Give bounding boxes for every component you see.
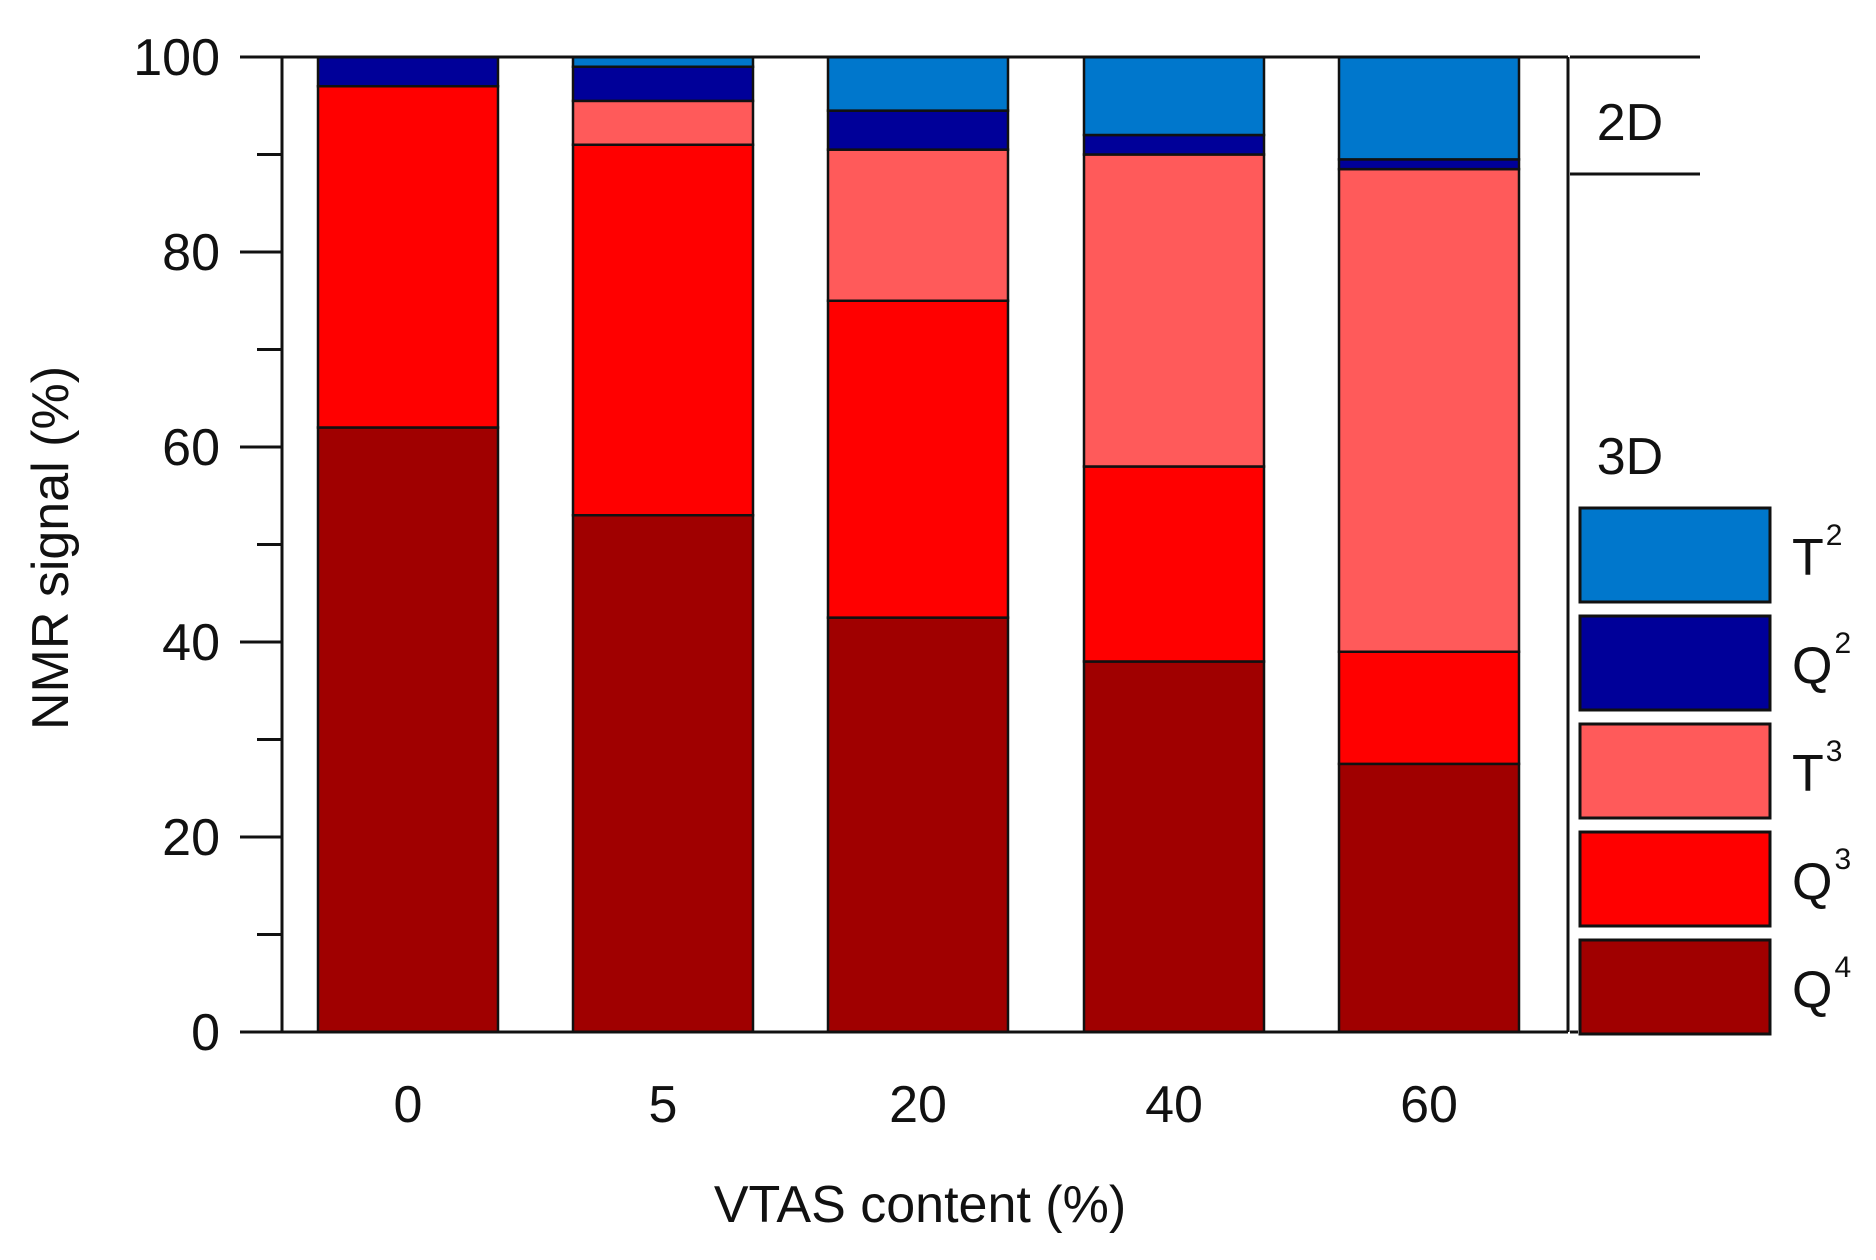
bar-segment-q4-0 bbox=[316, 426, 500, 1034]
legend-swatch-q2 bbox=[1578, 614, 1772, 712]
bar-segment-q3-20 bbox=[826, 299, 1010, 619]
x-tick-label-20: 20 bbox=[889, 1076, 947, 1134]
y-tick-label-80: 80 bbox=[162, 224, 220, 282]
bar-segment-t3-20 bbox=[826, 148, 1010, 302]
bar-segment-q2-5 bbox=[571, 65, 755, 103]
x-axis-title: VTAS content (%) bbox=[714, 1176, 1126, 1234]
y-tick-label-100: 100 bbox=[133, 29, 220, 87]
bar-segment-t2-20 bbox=[826, 55, 1010, 112]
legend-label-q2: Q2 bbox=[1792, 627, 1851, 695]
bar-segment-t2-60 bbox=[1337, 55, 1521, 161]
legend-swatch-t3 bbox=[1578, 722, 1772, 820]
bar-segment-q2-40 bbox=[1082, 133, 1266, 156]
x-tick-label-40: 40 bbox=[1145, 1076, 1203, 1134]
y-tick-label-0: 0 bbox=[191, 1004, 220, 1062]
dimension-label-3d: 3D bbox=[1597, 428, 1663, 486]
bar-segment-q4-40 bbox=[1082, 660, 1266, 1034]
legend-swatch-q4 bbox=[1578, 938, 1772, 1036]
bar-segment-q3-5 bbox=[571, 143, 755, 517]
y-axis-title: NMR signal (%) bbox=[22, 366, 80, 730]
legend-swatch-q3 bbox=[1578, 830, 1772, 928]
bar-segment-q4-5 bbox=[571, 514, 755, 1034]
x-tick-label-0: 0 bbox=[394, 1076, 423, 1134]
bar-segment-q4-20 bbox=[826, 616, 1010, 1034]
bar-segment-t3-40 bbox=[1082, 153, 1266, 468]
bar-segment-q3-40 bbox=[1082, 465, 1266, 663]
legend-label-t2: T2 bbox=[1792, 519, 1842, 587]
y-tick-label-40: 40 bbox=[162, 614, 220, 672]
bar-segment-q2-20 bbox=[826, 109, 1010, 151]
bars-group bbox=[316, 55, 1521, 1034]
x-tick-label-5: 5 bbox=[649, 1076, 678, 1134]
bar-segment-q2-0 bbox=[316, 55, 500, 88]
bar-segment-q3-60 bbox=[1337, 650, 1521, 766]
dimension-bracket bbox=[1570, 55, 1700, 1034]
bar-segment-t3-5 bbox=[571, 99, 755, 146]
legend-label-q3: Q3 bbox=[1792, 843, 1851, 911]
bar-segment-q4-60 bbox=[1337, 762, 1521, 1034]
x-tick-label-60: 60 bbox=[1400, 1076, 1458, 1134]
legend-label-t3: T3 bbox=[1792, 735, 1842, 803]
legend-label-q4: Q4 bbox=[1792, 951, 1851, 1019]
dimension-label-2d: 2D bbox=[1597, 94, 1663, 152]
y-tick-label-20: 20 bbox=[162, 809, 220, 867]
legend-swatch-t2 bbox=[1578, 506, 1772, 604]
bar-segment-q2-60 bbox=[1337, 158, 1521, 171]
legend: T2 Q2 T3 Q3 Q4 bbox=[1578, 506, 1851, 1036]
y-tick-label-60: 60 bbox=[162, 419, 220, 477]
axes-group: 0 20 40 60 80 100 0 5 20 40 60 bbox=[133, 29, 1570, 1134]
bar-segment-q3-0 bbox=[316, 85, 500, 429]
bar-segment-t3-60 bbox=[1337, 167, 1521, 653]
bar-segment-t2-40 bbox=[1082, 55, 1266, 137]
